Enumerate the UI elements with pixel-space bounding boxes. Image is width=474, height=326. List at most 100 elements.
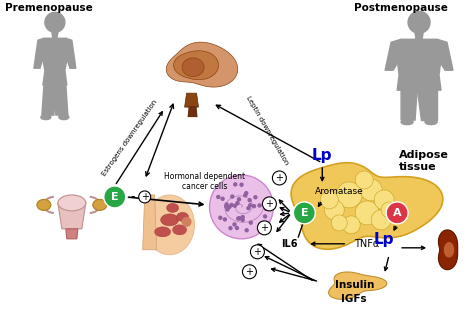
Polygon shape	[291, 163, 443, 249]
Circle shape	[234, 183, 237, 186]
Circle shape	[320, 191, 338, 209]
Circle shape	[265, 207, 268, 210]
Polygon shape	[66, 229, 78, 239]
Polygon shape	[188, 106, 198, 117]
Circle shape	[342, 216, 360, 234]
Circle shape	[221, 197, 224, 200]
Circle shape	[231, 195, 234, 198]
Polygon shape	[42, 38, 68, 85]
Polygon shape	[438, 230, 458, 270]
Text: -: -	[130, 190, 135, 203]
Circle shape	[230, 203, 233, 206]
Text: A: A	[393, 208, 401, 218]
Polygon shape	[385, 39, 401, 70]
Ellipse shape	[41, 115, 51, 120]
Ellipse shape	[401, 120, 413, 125]
Ellipse shape	[161, 214, 179, 226]
Text: IL6: IL6	[281, 239, 297, 249]
Text: E: E	[301, 208, 308, 218]
Circle shape	[223, 218, 227, 221]
Ellipse shape	[167, 203, 179, 213]
Circle shape	[408, 11, 430, 33]
Text: TNFα: TNFα	[354, 239, 380, 249]
Ellipse shape	[59, 115, 69, 120]
Text: Lp: Lp	[312, 148, 333, 163]
Circle shape	[237, 198, 240, 201]
Text: IGFs: IGFs	[341, 294, 367, 304]
Polygon shape	[42, 85, 56, 115]
Polygon shape	[182, 58, 204, 77]
Circle shape	[250, 245, 264, 259]
Ellipse shape	[145, 195, 194, 255]
Text: +: +	[141, 192, 149, 202]
Circle shape	[228, 205, 231, 208]
Circle shape	[249, 221, 252, 224]
Polygon shape	[415, 33, 423, 39]
Circle shape	[249, 204, 252, 207]
Ellipse shape	[155, 227, 171, 237]
Text: Aromatase: Aromatase	[315, 187, 364, 197]
Circle shape	[257, 221, 272, 235]
Circle shape	[360, 179, 382, 201]
Circle shape	[210, 175, 273, 239]
Circle shape	[236, 201, 239, 205]
Text: Insulin: Insulin	[335, 280, 374, 290]
Circle shape	[324, 200, 344, 220]
Circle shape	[248, 199, 251, 202]
Circle shape	[241, 218, 244, 221]
Circle shape	[104, 186, 126, 208]
Circle shape	[254, 196, 257, 199]
Polygon shape	[66, 38, 76, 68]
Circle shape	[386, 202, 408, 224]
Circle shape	[247, 207, 250, 210]
Circle shape	[45, 12, 65, 32]
Circle shape	[240, 183, 243, 186]
Circle shape	[374, 190, 394, 210]
Circle shape	[244, 194, 247, 197]
Circle shape	[355, 201, 379, 225]
Circle shape	[331, 215, 347, 231]
Circle shape	[273, 171, 286, 185]
Ellipse shape	[173, 225, 187, 235]
Circle shape	[241, 215, 244, 218]
Ellipse shape	[425, 120, 437, 125]
Circle shape	[336, 182, 362, 208]
Text: Estrogens downregulation: Estrogens downregulation	[101, 99, 158, 177]
Polygon shape	[437, 39, 453, 70]
Circle shape	[245, 229, 248, 232]
Text: +: +	[275, 173, 283, 183]
Text: E: E	[111, 192, 118, 202]
Circle shape	[139, 191, 151, 203]
Circle shape	[225, 203, 228, 206]
Text: Leptin downregulation: Leptin downregulation	[245, 95, 290, 166]
Text: Lp: Lp	[374, 232, 394, 247]
Polygon shape	[184, 93, 199, 107]
Polygon shape	[401, 90, 417, 120]
Circle shape	[238, 217, 241, 220]
Ellipse shape	[93, 200, 107, 210]
Circle shape	[264, 215, 266, 218]
Text: +: +	[254, 247, 262, 257]
Circle shape	[237, 217, 240, 220]
Text: Adipose
tissue: Adipose tissue	[399, 150, 449, 171]
Ellipse shape	[58, 195, 86, 211]
Polygon shape	[173, 51, 219, 80]
Polygon shape	[417, 90, 437, 120]
Polygon shape	[143, 195, 156, 250]
Text: Postmenopause: Postmenopause	[354, 3, 448, 13]
Polygon shape	[444, 242, 455, 258]
Circle shape	[381, 202, 397, 218]
Polygon shape	[166, 42, 238, 87]
Circle shape	[233, 204, 237, 207]
Circle shape	[225, 205, 228, 208]
Text: Premenopause: Premenopause	[5, 3, 93, 13]
Circle shape	[245, 192, 248, 195]
Circle shape	[253, 205, 255, 208]
Circle shape	[229, 227, 232, 230]
Circle shape	[263, 197, 276, 211]
Text: +: +	[265, 199, 273, 209]
Polygon shape	[328, 272, 387, 299]
Text: +: +	[260, 223, 268, 233]
Polygon shape	[54, 85, 68, 115]
Ellipse shape	[37, 200, 51, 210]
